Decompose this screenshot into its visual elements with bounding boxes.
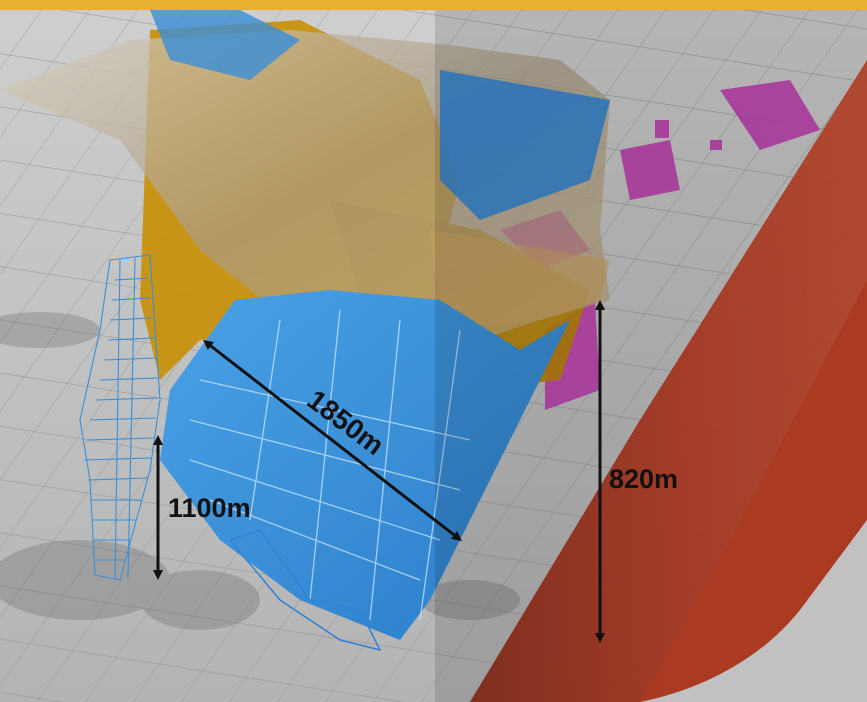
blue-wireframe-outline bbox=[228, 529, 382, 652]
width-arrow bbox=[203, 339, 462, 542]
red-accent-band bbox=[470, 60, 867, 702]
blue-wireframe-column bbox=[79, 254, 161, 581]
depth-left-label: 1100m bbox=[168, 493, 251, 523]
dimension-annotations bbox=[153, 300, 605, 643]
surface-pit bbox=[430, 230, 610, 330]
ground-shadows bbox=[0, 312, 520, 630]
right-half-shade bbox=[435, 10, 867, 702]
depth-right-label: 820m bbox=[609, 464, 678, 494]
top-banner bbox=[0, 0, 867, 10]
